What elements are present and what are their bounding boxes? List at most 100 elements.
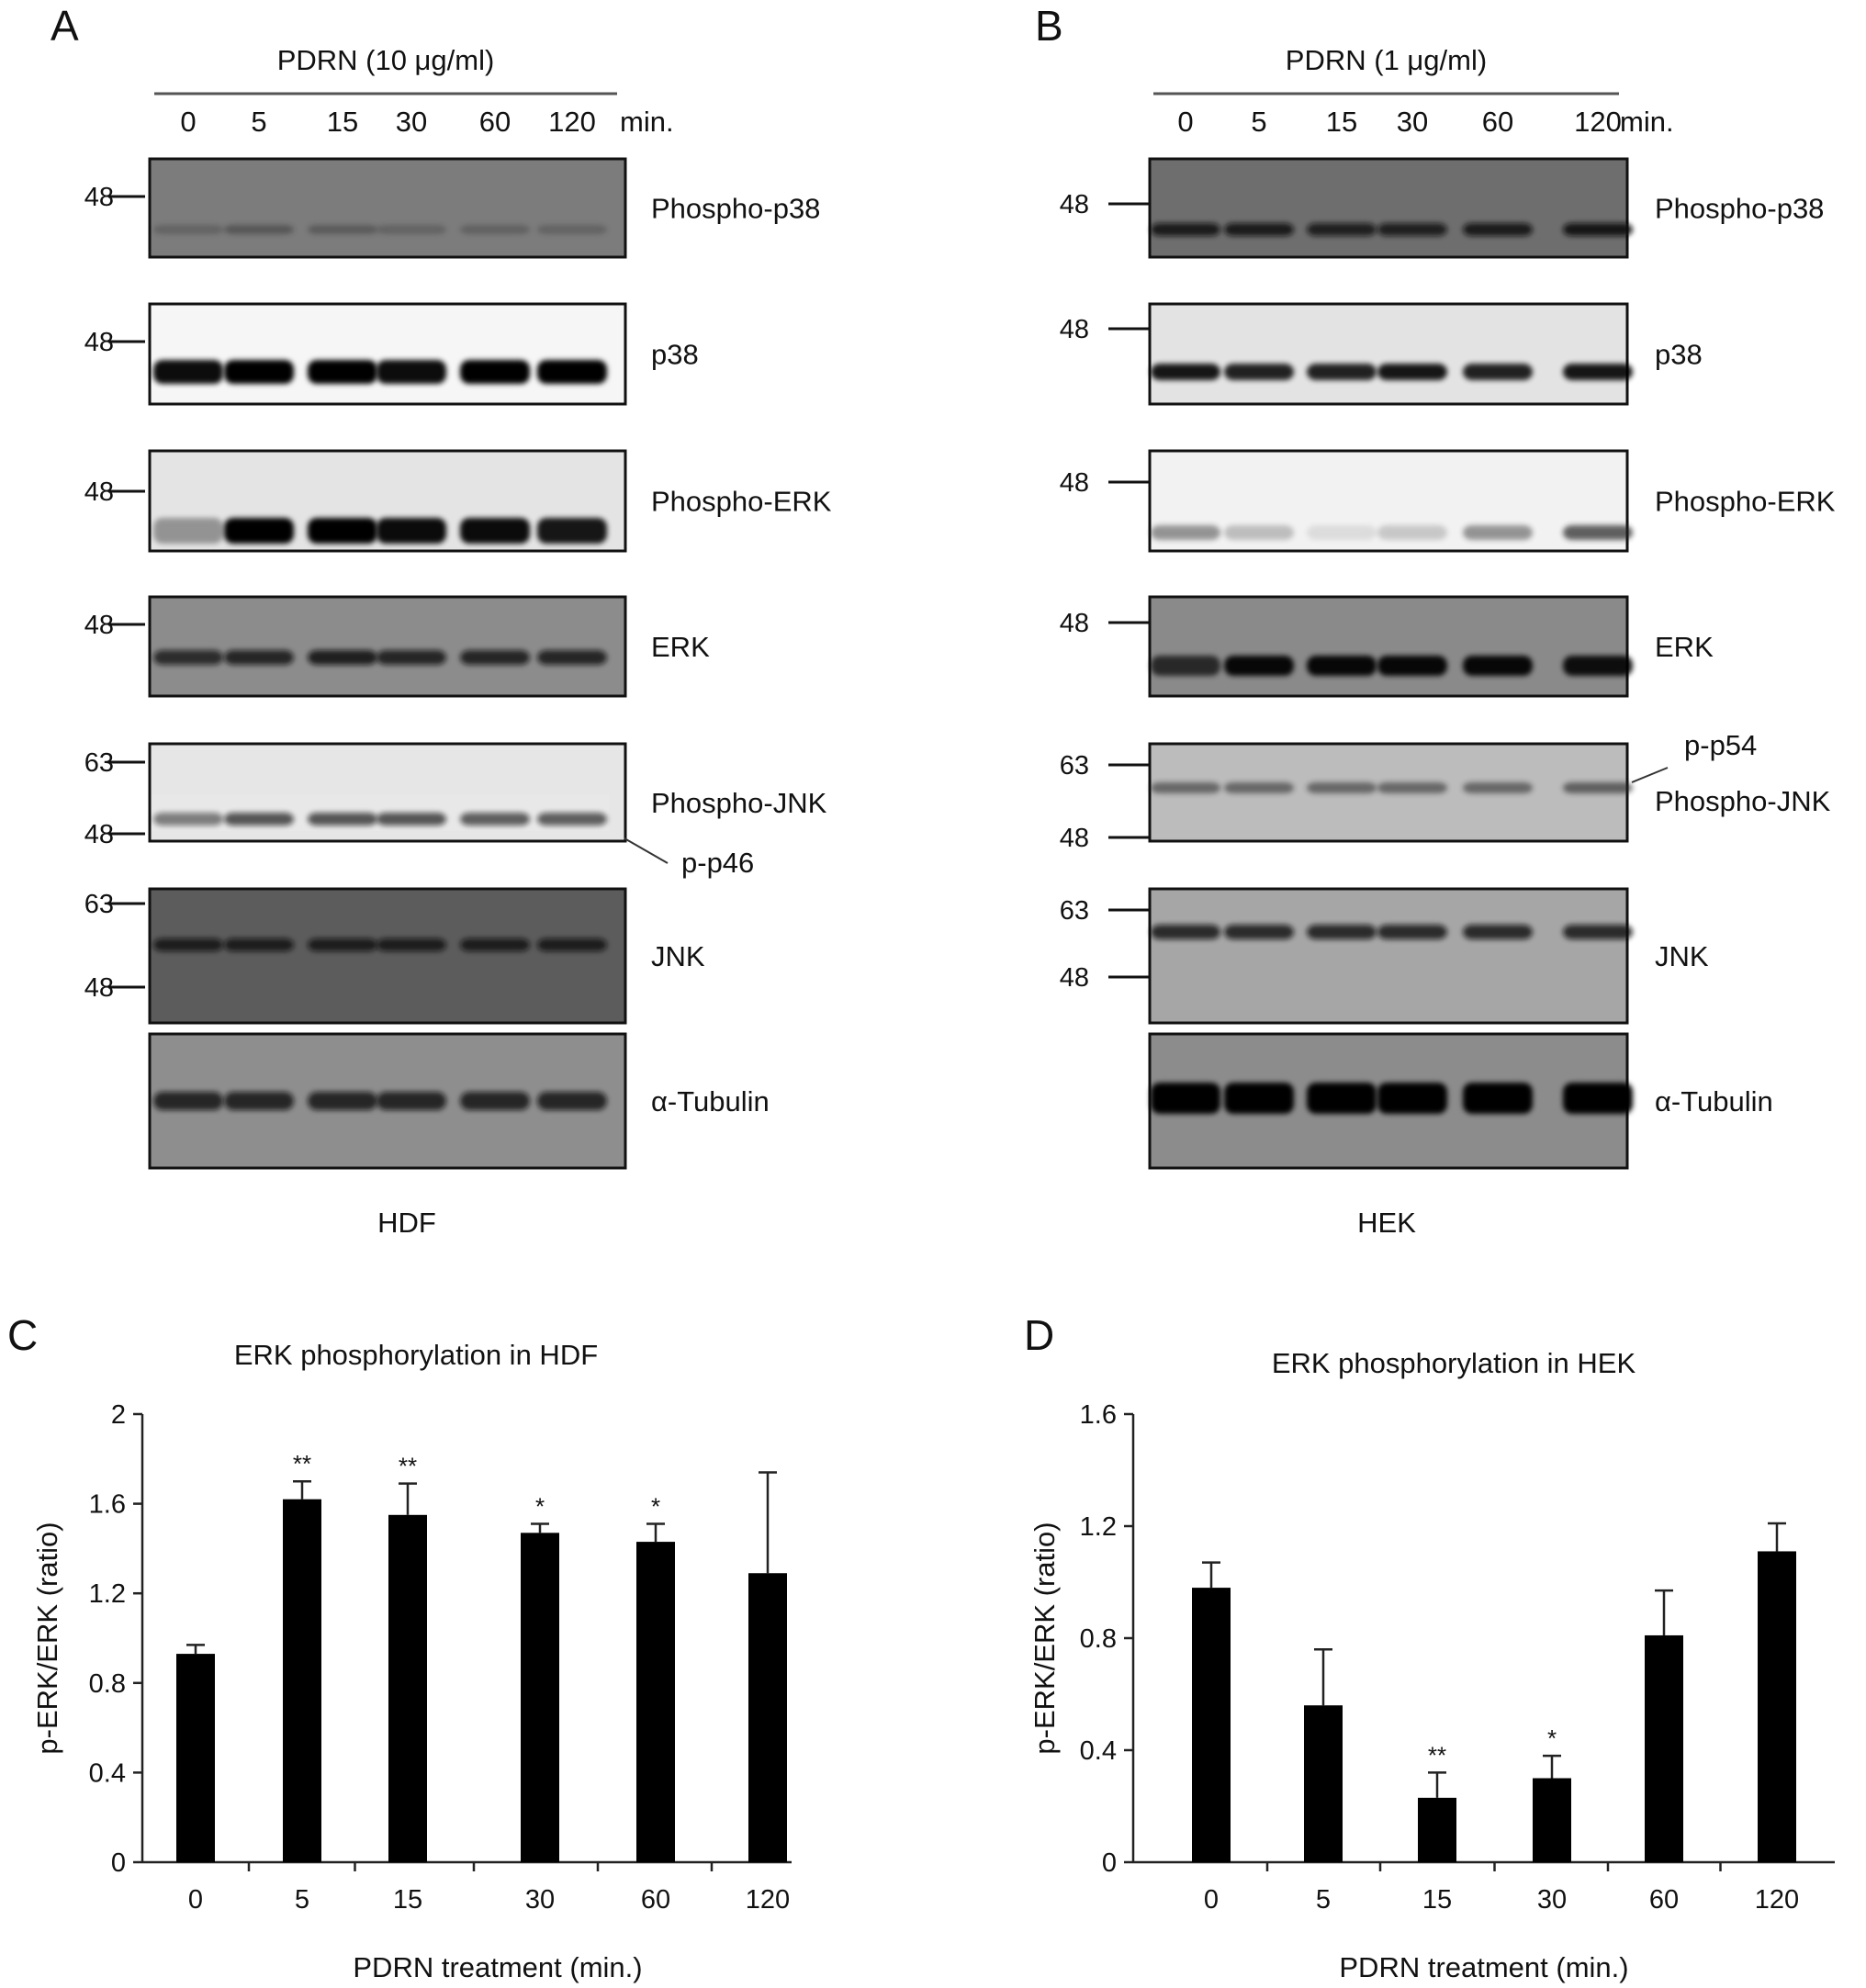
- blot-label: JNK: [1655, 940, 1709, 972]
- mw-marker-label: 48: [1060, 609, 1089, 638]
- x-tick-label: 60: [641, 1885, 670, 1915]
- significance-marker: *: [651, 1493, 660, 1521]
- protein-band: [1307, 223, 1377, 236]
- protein-band: [1224, 656, 1294, 676]
- blot-label: α-Tubulin: [1655, 1085, 1773, 1118]
- protein-band: [1463, 1083, 1533, 1114]
- mw-marker-label: 48: [84, 328, 114, 357]
- band-annotation: p-p54: [1684, 729, 1757, 761]
- lane-label: 30: [1397, 106, 1428, 138]
- blot-label: ERK: [651, 631, 710, 663]
- protein-band: [460, 360, 530, 384]
- lane-label: 60: [1482, 106, 1513, 138]
- y-tick-label: 0: [111, 1848, 126, 1878]
- y-axis-label: p-ERK/ERK (ratio): [31, 1522, 63, 1754]
- lane-label: 15: [327, 106, 358, 138]
- protein-band: [377, 650, 446, 665]
- mw-marker-label: 48: [1060, 963, 1089, 993]
- blot-membrane: [148, 595, 627, 698]
- lane-label: 120: [548, 106, 596, 138]
- y-tick-label: 0.8: [89, 1669, 126, 1699]
- protein-band: [1463, 525, 1533, 540]
- y-tick-label: 2: [111, 1400, 126, 1430]
- protein-band: [537, 518, 607, 544]
- blot-label: ERK: [1655, 631, 1714, 663]
- protein-band: [460, 813, 530, 826]
- lane-label: 30: [396, 106, 427, 138]
- panel-label: D: [1024, 1311, 1054, 1359]
- protein-band: [537, 1092, 607, 1110]
- mw-marker-label: 63: [1060, 751, 1089, 781]
- protein-band: [224, 813, 294, 826]
- blot-label: p38: [1655, 339, 1703, 371]
- bar: [1533, 1778, 1571, 1862]
- mw-marker-label: 48: [1060, 468, 1089, 498]
- protein-band: [1463, 925, 1533, 939]
- x-tick-label: 30: [525, 1885, 555, 1915]
- blot-5: JNK 63 48: [1060, 887, 1709, 1025]
- protein-band: [153, 518, 223, 544]
- blot-label: p38: [651, 339, 699, 371]
- blot-membrane: [148, 157, 627, 259]
- blot-membrane: [1148, 157, 1629, 259]
- blot-3: ERK 48: [1060, 595, 1714, 698]
- protein-band: [1563, 223, 1633, 236]
- protein-band: [377, 938, 446, 951]
- significance-marker: **: [1428, 1741, 1446, 1769]
- bar: [748, 1573, 787, 1862]
- x-tick-label: 120: [1755, 1885, 1799, 1915]
- significance-marker: *: [535, 1493, 545, 1521]
- protein-band: [1377, 364, 1447, 380]
- mw-marker-label: 63: [84, 890, 114, 919]
- chart-title: ERK phosphorylation in HEK: [1272, 1347, 1636, 1379]
- blot-6: α-Tubulin: [148, 1032, 770, 1170]
- x-tick-label: 15: [393, 1885, 422, 1915]
- time-unit-label: min.: [620, 106, 674, 138]
- protein-band: [1307, 525, 1377, 540]
- y-tick-label: 0: [1102, 1848, 1117, 1878]
- protein-band: [1563, 925, 1633, 939]
- bar: [1758, 1551, 1796, 1862]
- protein-band: [153, 225, 223, 234]
- protein-band: [1377, 525, 1447, 540]
- protein-band: [224, 518, 294, 544]
- significance-marker: **: [293, 1450, 311, 1477]
- protein-band: [377, 225, 446, 234]
- protein-band: [377, 1092, 446, 1110]
- protein-band: [308, 938, 377, 951]
- protein-band: [537, 650, 607, 665]
- x-tick-label: 120: [746, 1885, 790, 1915]
- y-tick-label: 0.8: [1080, 1624, 1117, 1654]
- bar: [1645, 1634, 1683, 1862]
- protein-band: [1151, 525, 1220, 540]
- protein-band: [1463, 364, 1533, 380]
- bar: [521, 1533, 559, 1862]
- y-tick-label: 1.6: [89, 1490, 126, 1520]
- protein-band: [1224, 1083, 1294, 1114]
- protein-band: [224, 1092, 294, 1110]
- y-tick-label: 0.4: [89, 1758, 126, 1788]
- protein-band: [1463, 223, 1533, 236]
- protein-band: [1377, 656, 1447, 676]
- bar: [1192, 1588, 1231, 1862]
- blot-label: α-Tubulin: [651, 1085, 770, 1118]
- treatment-label: PDRN (10 μg/ml): [277, 44, 495, 76]
- blot-label: Phospho-p38: [651, 193, 820, 225]
- western-blot-panel-a: A PDRN (10 μg/ml) 0 5 15 30 60 120 min. Phospho-p…: [51, 2, 832, 1239]
- treatment-label: PDRN (1 μg/ml): [1286, 44, 1487, 76]
- lane-label: 0: [180, 106, 196, 138]
- protein-band: [1377, 925, 1447, 939]
- protein-band: [308, 225, 377, 234]
- protein-band: [308, 813, 377, 826]
- protein-band: [224, 650, 294, 665]
- mw-marker-label: 48: [84, 973, 114, 1003]
- protein-band: [1151, 656, 1220, 676]
- protein-band: [460, 225, 530, 234]
- protein-band: [460, 650, 530, 665]
- bar: [1304, 1705, 1343, 1862]
- blot-label: Phospho-ERK: [1655, 486, 1836, 518]
- y-tick-label: 1.2: [1080, 1512, 1117, 1542]
- protein-band: [153, 360, 223, 384]
- blot-membrane: [1148, 595, 1629, 698]
- significance-marker: **: [399, 1453, 417, 1480]
